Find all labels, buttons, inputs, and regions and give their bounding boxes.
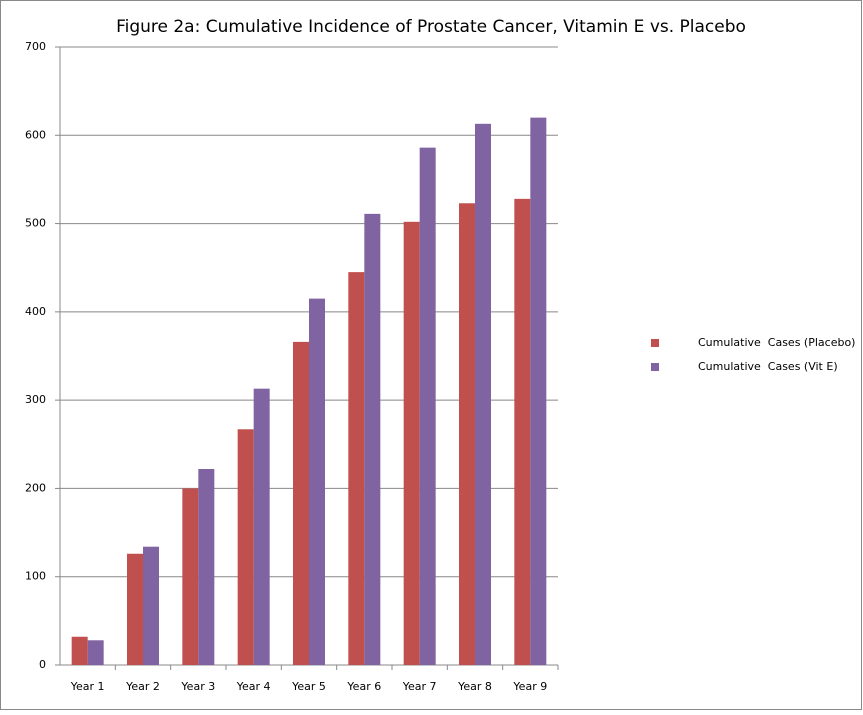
bar	[253, 388, 270, 665]
bar	[475, 123, 491, 665]
legend-swatch	[651, 339, 659, 347]
bar	[293, 341, 309, 665]
bar	[419, 147, 436, 665]
bar	[182, 488, 199, 665]
y-tick-label: 200	[25, 481, 46, 494]
x-tick-label: Year 9	[512, 680, 547, 693]
y-tick-label: 300	[25, 393, 46, 406]
x-tick-label: Year 4	[236, 680, 271, 693]
legend-label: Cumulative Cases (Vit E)	[698, 360, 838, 373]
y-tick-label: 0	[39, 658, 46, 671]
x-tick-label: Year 8	[457, 680, 492, 693]
legend-label: Cumulative Cases (Placebo)	[698, 336, 855, 349]
x-tick-label: Year 1	[70, 680, 105, 693]
x-tick-label: Year 5	[291, 680, 326, 693]
x-tick-label: Year 2	[125, 680, 160, 693]
chart-title: Figure 2a: Cumulative Incidence of Prost…	[116, 17, 746, 37]
bar	[309, 298, 325, 665]
y-tick-label: 400	[25, 305, 46, 318]
x-tick-label: Year 7	[402, 680, 437, 693]
y-tick-label: 500	[25, 217, 46, 230]
bar	[403, 221, 420, 665]
bar	[127, 553, 143, 665]
bar	[143, 546, 159, 665]
bar	[71, 636, 88, 665]
bar	[348, 272, 365, 665]
x-tick-label: Year 6	[346, 680, 381, 693]
bar	[530, 117, 547, 666]
y-tick-label: 700	[25, 40, 46, 53]
bar	[514, 198, 531, 665]
bar	[459, 203, 475, 665]
bar	[87, 640, 104, 665]
bar	[237, 429, 254, 665]
bar	[198, 469, 215, 665]
bar	[364, 213, 381, 666]
y-tick-label: 100	[25, 570, 46, 583]
legend-swatch	[651, 363, 659, 371]
y-tick-label: 600	[25, 128, 46, 141]
x-tick-label: Year 3	[180, 680, 215, 693]
